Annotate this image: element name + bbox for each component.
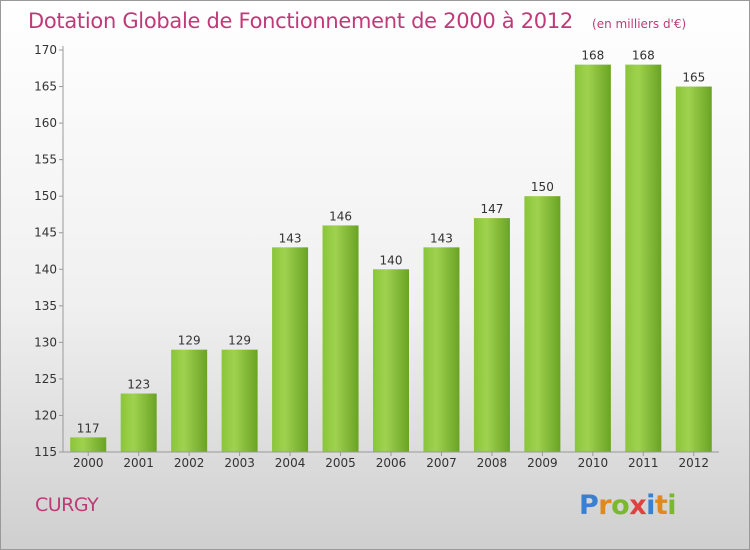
value-labels-group: 117 123 129 129 143 146 140 143 147 150 168 168 165 (77, 49, 705, 436)
logo-letter: t (654, 490, 668, 521)
value-label: 143 (279, 231, 302, 245)
chart-title: Dotation Globale de Fonctionnement de 20… (28, 9, 686, 33)
x-tick-label: 2003 (224, 456, 255, 470)
value-label: 140 (380, 253, 403, 267)
x-tick-label: 2002 (174, 456, 205, 470)
bar-2008 (473, 218, 510, 452)
value-label: 146 (329, 209, 352, 223)
x-tick-label: 2008 (477, 456, 508, 470)
x-tick-label: 2001 (123, 456, 154, 470)
x-tick-label: 2000 (73, 456, 104, 470)
x-tick-label: 2004 (275, 456, 306, 470)
y-tick-label: 135 (34, 299, 57, 313)
y-tick-label: 165 (34, 80, 57, 94)
bar-2001 (120, 393, 157, 452)
x-tick-label: 2007 (426, 456, 457, 470)
bar-2000 (70, 437, 107, 452)
axes-group: 115 120 125 130 135 140 145 150 155 160 165 170 2000… (34, 43, 719, 470)
x-tick-label: 2009 (527, 456, 558, 470)
title-text: Dotation Globale de Fonctionnement de 20… (28, 9, 573, 33)
y-tick-label: 150 (34, 189, 57, 203)
bar-2012 (675, 86, 712, 452)
x-tick-label: 2010 (578, 456, 609, 470)
x-tick-label: 2011 (628, 456, 659, 470)
bar-2003 (221, 349, 258, 452)
value-label: 129 (228, 334, 251, 348)
value-label: 168 (581, 49, 604, 63)
logo-letter: i (667, 490, 677, 521)
logo-letter: i (646, 490, 655, 521)
y-tick-label: 170 (34, 43, 57, 57)
value-label: 129 (178, 334, 201, 348)
logo-letter: r (598, 490, 612, 521)
logo-letter: o (611, 490, 630, 521)
bar-2007 (423, 247, 460, 452)
value-label: 123 (127, 378, 150, 392)
logo-letter: P (579, 490, 599, 521)
bar-2004 (272, 247, 309, 452)
y-tick-label: 130 (34, 335, 57, 349)
bar-2009 (524, 196, 561, 452)
bar-2002 (171, 349, 208, 452)
logo-letter: x (629, 490, 647, 521)
value-label: 168 (632, 49, 655, 63)
y-tick-label: 125 (34, 372, 57, 386)
bar-2010 (574, 64, 611, 453)
y-tick-label: 155 (34, 153, 57, 167)
unit-note: (en milliers d'€) (592, 17, 687, 31)
y-tick-label: 140 (34, 262, 57, 276)
x-tick-label: 2006 (376, 456, 407, 470)
bar-2005 (322, 225, 359, 452)
value-label: 165 (682, 71, 705, 85)
proxiti-logo: Proxiti (579, 490, 677, 521)
x-tick-label: 2005 (325, 456, 356, 470)
y-tick-label: 115 (34, 445, 57, 459)
bar-2006 (373, 269, 409, 452)
y-tick-label: 145 (34, 226, 57, 240)
bar-2011 (625, 64, 662, 453)
y-tick-label: 160 (34, 116, 57, 130)
value-label: 143 (430, 231, 453, 245)
value-label: 117 (77, 421, 100, 435)
y-tick-label: 120 (34, 408, 57, 422)
value-label: 147 (480, 202, 503, 216)
place-name: CURGY (35, 494, 99, 516)
value-label: 150 (531, 180, 554, 194)
x-tick-label: 2012 (678, 456, 709, 470)
bars-group (70, 64, 712, 453)
